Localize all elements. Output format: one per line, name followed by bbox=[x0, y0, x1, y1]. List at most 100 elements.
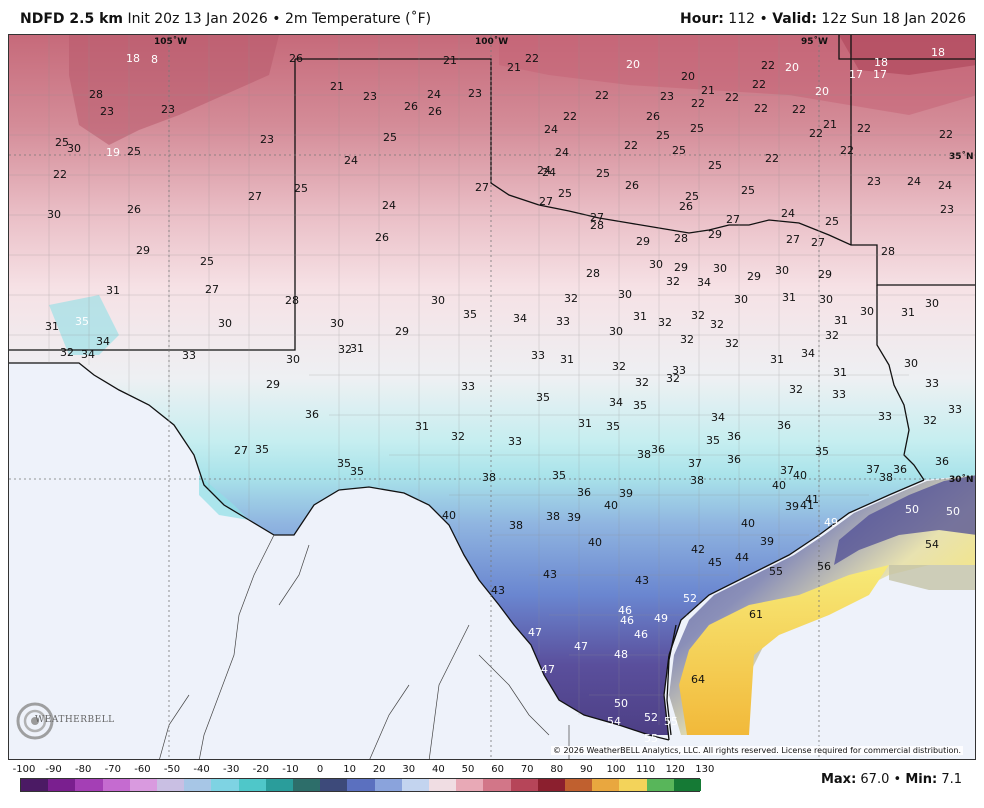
temp-label: 61 bbox=[749, 608, 763, 621]
temp-label: 33 bbox=[672, 364, 686, 377]
legend-swatch bbox=[673, 779, 702, 791]
legend-colorbar bbox=[20, 778, 702, 792]
temp-label: 28 bbox=[89, 88, 103, 101]
temp-label: 22 bbox=[857, 122, 871, 135]
temp-label: 34 bbox=[711, 411, 725, 424]
temp-label: 45 bbox=[708, 556, 722, 569]
temp-label: 40 bbox=[793, 469, 807, 482]
hour-value: 112 bbox=[728, 11, 756, 27]
temp-label: 35 bbox=[350, 465, 364, 478]
temp-label: 23 bbox=[161, 103, 175, 116]
temp-label: 31 bbox=[350, 342, 364, 355]
temp-label: 25 bbox=[383, 131, 397, 144]
legend-swatch bbox=[619, 779, 648, 791]
temp-label: 22 bbox=[624, 139, 638, 152]
temp-label: 56 bbox=[817, 560, 831, 573]
temp-label: 29 bbox=[636, 235, 650, 248]
temp-label: 27 bbox=[726, 213, 740, 226]
temp-label: 32 bbox=[666, 275, 680, 288]
temp-label: 37 bbox=[866, 463, 880, 476]
temp-label: 22 bbox=[765, 152, 779, 165]
temp-label: 29 bbox=[708, 228, 722, 241]
temp-label: 30 bbox=[286, 353, 300, 366]
temp-label: 36 bbox=[305, 408, 319, 421]
temp-label: 30 bbox=[649, 258, 663, 271]
temp-label: 55 bbox=[664, 715, 678, 728]
temp-label: 43 bbox=[543, 568, 557, 581]
legend-tick-label: 130 bbox=[695, 764, 715, 775]
temp-label: 24 bbox=[907, 175, 921, 188]
temp-label: 28 bbox=[586, 267, 600, 280]
temp-label: 41 bbox=[805, 493, 819, 506]
temp-label: 23 bbox=[260, 133, 274, 146]
separator: • bbox=[272, 11, 281, 27]
temp-label: 20 bbox=[785, 61, 799, 74]
temp-label: 23 bbox=[940, 203, 954, 216]
lon-100-label: 100˚W bbox=[475, 36, 508, 47]
temp-label: 27 bbox=[234, 444, 248, 457]
temperature-map[interactable]: 105˚W 100˚W 95˚W 35˚N 30˚N 18 8 26 21 21 22 20… bbox=[8, 34, 976, 760]
temp-label: 41 bbox=[800, 499, 814, 512]
legend-ticks: -100 -90 -80 -70 -60 -50 -40 -30 -20 -10 0 10 20 30 40… bbox=[13, 764, 715, 778]
temp-label: 30 bbox=[775, 264, 789, 277]
temp-label: 21 bbox=[330, 80, 344, 93]
legend-tick-label: -60 bbox=[134, 764, 151, 775]
lon-105-label: 105˚W bbox=[154, 36, 187, 47]
temp-label: 39 bbox=[785, 500, 799, 513]
temp-label: 37 bbox=[688, 457, 702, 470]
temp-label: 18 bbox=[126, 52, 140, 65]
temp-label: 22 bbox=[809, 127, 823, 140]
temp-label: 21 bbox=[507, 61, 521, 74]
legend-swatch bbox=[48, 779, 76, 791]
temp-label: 27 bbox=[475, 181, 489, 194]
legend-swatch bbox=[157, 779, 185, 791]
temp-label: 27 bbox=[205, 283, 219, 296]
header: NDFD 2.5 km Init 20z 13 Jan 2026 • 2m Te… bbox=[0, 0, 984, 34]
temp-label: 23 bbox=[100, 105, 114, 118]
lat-35-label: 35˚N bbox=[949, 151, 974, 162]
temp-label: 35 bbox=[815, 445, 829, 458]
temp-label: 26 bbox=[428, 105, 442, 118]
header-left: NDFD 2.5 km Init 20z 13 Jan 2026 • 2m Te… bbox=[20, 11, 431, 27]
temp-label: 32 bbox=[666, 372, 680, 385]
temp-label: 25 bbox=[741, 184, 755, 197]
temp-label: 22 bbox=[563, 110, 577, 123]
temp-label: 31 bbox=[901, 306, 915, 319]
legend-tick-label: 90 bbox=[580, 764, 593, 775]
temp-label: 44 bbox=[735, 551, 749, 564]
temp-label: 38 bbox=[637, 448, 651, 461]
separator: • bbox=[893, 772, 902, 787]
temp-label: 32 bbox=[60, 346, 74, 359]
temp-label: 22 bbox=[725, 91, 739, 104]
temp-label: 24 bbox=[938, 179, 952, 192]
temp-label: 27 bbox=[786, 233, 800, 246]
legend-swatch bbox=[293, 779, 321, 791]
temp-label: 32 bbox=[710, 318, 724, 331]
temp-label: 30 bbox=[819, 293, 833, 306]
temp-label: 23 bbox=[363, 90, 377, 103]
temp-label: 31 bbox=[834, 314, 848, 327]
temp-label: 31 bbox=[415, 420, 429, 433]
temp-label: 48 bbox=[614, 648, 628, 661]
temp-label: 33 bbox=[182, 349, 196, 362]
legend-tick-label: 80 bbox=[550, 764, 564, 775]
temp-label: 19 bbox=[106, 146, 120, 159]
legend-swatch bbox=[102, 779, 131, 791]
temp-label: 30 bbox=[330, 317, 344, 330]
temp-label: 25 bbox=[596, 167, 610, 180]
temp-label: 38 bbox=[690, 474, 704, 487]
temp-label: 29 bbox=[818, 268, 832, 281]
temp-label: 31 bbox=[782, 291, 796, 304]
temp-label: 29 bbox=[747, 270, 761, 283]
temp-label: 32 bbox=[612, 360, 626, 373]
temp-label: 36 bbox=[727, 453, 741, 466]
temp-label: 46 bbox=[618, 604, 632, 617]
temp-label: 47 bbox=[541, 663, 555, 676]
init-time: Init 20z 13 Jan 2026 bbox=[127, 11, 268, 27]
temp-label: 28 bbox=[285, 294, 299, 307]
temp-label: 34 bbox=[609, 396, 623, 409]
legend-tick-label: -100 bbox=[12, 764, 36, 775]
temp-label: 30 bbox=[218, 317, 232, 330]
temp-label: 40 bbox=[588, 536, 602, 549]
legend-tick-label: 100 bbox=[606, 764, 626, 775]
